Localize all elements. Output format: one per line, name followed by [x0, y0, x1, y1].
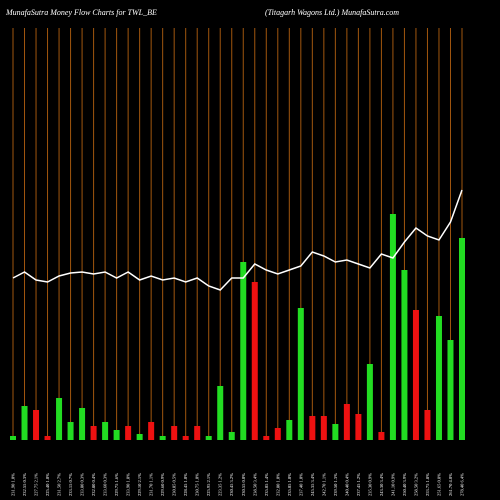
x-tick-label: 235.05 1.0%	[287, 473, 292, 496]
x-tick-label: 243.30 3.4%	[379, 473, 384, 496]
bar	[33, 410, 40, 440]
bar	[459, 238, 465, 440]
bar	[21, 406, 28, 440]
x-tick-label: 278.40 6.4%	[460, 473, 465, 496]
bar	[263, 436, 270, 440]
chart-subtitle: (Titagarh Wagons Ltd.) MunafaSutra.com	[265, 8, 399, 17]
x-tick-label: 223.35 1.2%	[218, 473, 223, 496]
x-tick-label: 232.80 1.0%	[275, 473, 280, 496]
x-tick-label: 229.75 1.6%	[114, 473, 119, 496]
bar	[79, 408, 86, 440]
bar	[182, 436, 189, 440]
x-tick-label: 235.30 0.9%	[367, 473, 372, 496]
x-tick-label: 233.80 0.3%	[80, 473, 85, 496]
bar	[343, 404, 350, 440]
bar	[217, 386, 224, 440]
x-tick-label: 231.70 1.1%	[149, 473, 154, 496]
bar	[297, 308, 304, 440]
bar	[251, 282, 258, 440]
x-tick-label: 239.50 1.3%	[333, 473, 338, 496]
bar	[389, 214, 396, 440]
bar	[159, 436, 166, 440]
x-tick-label: 237.45 1.2%	[356, 473, 361, 496]
bar	[56, 398, 63, 440]
x-tick-label: 233.15 0.7%	[68, 473, 73, 496]
bar	[332, 424, 339, 440]
bar	[286, 420, 293, 440]
bar	[67, 422, 74, 440]
x-tick-label: 237.40 1.0%	[298, 473, 303, 496]
x-tick-label: 231.90 1.0%	[11, 473, 16, 496]
bar	[378, 432, 385, 440]
x-tick-label: 233.60 0.3%	[103, 473, 108, 496]
bar	[171, 426, 178, 440]
bar	[274, 428, 281, 440]
x-tick-label: 238.50 3.4%	[252, 473, 257, 496]
x-tick-label: 227.75 2.1%	[34, 473, 39, 496]
bar	[10, 436, 16, 440]
x-tick-label: 230.55 0.0%	[241, 473, 246, 496]
x-tick-label: 253.75 1.8%	[425, 473, 430, 496]
bar	[136, 434, 143, 440]
bar	[113, 430, 120, 440]
bar	[320, 416, 327, 440]
bar	[447, 340, 454, 440]
x-tick-label: 230.85 0.5%	[172, 473, 177, 496]
bar	[125, 426, 132, 440]
bar	[401, 270, 408, 440]
bar	[240, 262, 247, 440]
x-tick-label: 241.10 0.9%	[390, 473, 395, 496]
bar	[412, 310, 419, 440]
x-tick-label: 232.80 0.4%	[91, 473, 96, 496]
bar	[194, 426, 201, 440]
x-tick-label: 225.40 1.0%	[45, 473, 50, 496]
x-tick-label: 251.65 0.8%	[436, 473, 441, 496]
bar	[148, 422, 155, 440]
bar	[102, 422, 109, 440]
x-tick-label: 250.40 3.9%	[402, 473, 407, 496]
bar	[205, 436, 212, 440]
chart-title: MunafaSutra Money Flow Charts for TWL_BE	[5, 8, 157, 17]
bar	[44, 436, 51, 440]
x-tick-label: 240.40 0.4%	[344, 473, 349, 496]
bar	[355, 414, 362, 440]
x-tick-label: 231.50 2.7%	[57, 473, 62, 496]
x-tick-label: 258.50 3.2%	[413, 473, 418, 496]
x-tick-label: 228.45 1.0%	[183, 473, 188, 496]
x-tick-label: 225.95 2.1%	[206, 473, 211, 496]
x-tick-label: 229.10 2.1%	[137, 473, 142, 496]
x-tick-label: 232.55 0.3%	[22, 473, 27, 496]
line	[12, 189, 463, 291]
bar	[309, 416, 316, 440]
x-tick-label: 230.75 1.0%	[195, 473, 200, 496]
bar	[90, 426, 97, 440]
x-tick-label: 242.70 1.1%	[321, 473, 326, 496]
bar	[435, 316, 442, 440]
x-tick-label: 261.70 4.0%	[448, 473, 453, 496]
bar	[228, 432, 235, 440]
x-tick-label: 235.05 1.4%	[264, 473, 269, 496]
x-tick-label: 230.45 3.2%	[229, 473, 234, 496]
bar	[424, 410, 431, 440]
bar	[366, 364, 373, 440]
x-tick-label: 233.90 1.8%	[126, 473, 131, 496]
x-tick-label: 229.60 0.9%	[160, 473, 165, 496]
x-tick-label: 245.35 3.4%	[310, 473, 315, 496]
